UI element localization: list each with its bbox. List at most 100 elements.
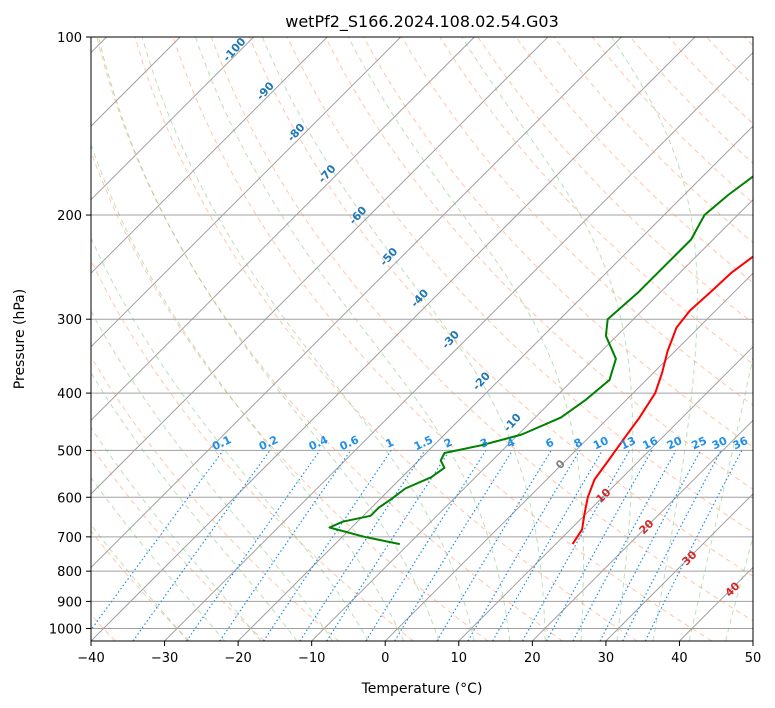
dry-adiabat-line: [96, 37, 563, 641]
isotherm-line: [91, 37, 328, 274]
x-tick-label: 50: [745, 651, 762, 666]
dry-adiabat-line: [477, 37, 753, 324]
dry-adiabat-line: [706, 37, 753, 86]
moist-adiabat-line: [91, 143, 405, 641]
isotherm-line: [91, 37, 255, 201]
x-tick-label: −20: [224, 651, 251, 666]
isotherm-line: [752, 640, 753, 641]
dry-adiabat-label: -60: [346, 203, 369, 227]
isotherm-line: [237, 125, 753, 641]
moist-adiabat-line: [91, 236, 369, 641]
moist-adiabat-line: [91, 476, 225, 641]
mixing-ratio-label: 4: [505, 436, 518, 451]
mixing-ratio-label: 13: [618, 434, 637, 452]
dry-adiabat-label: -100: [220, 35, 248, 64]
temperature-profile-line: [571, 255, 753, 545]
moist-adiabat-label: 0: [553, 457, 568, 472]
mixing-ratio-line: [132, 450, 271, 641]
dry-adiabat-label: -30: [439, 328, 462, 352]
x-axis-label: Temperature (°C): [361, 681, 483, 697]
x-tick-label: 30: [598, 651, 615, 666]
mixing-ratio-line: [263, 450, 392, 641]
x-tick-label: 40: [671, 651, 688, 666]
mixing-ratio-label: 30: [710, 434, 730, 452]
mixing-ratio-line: [546, 450, 653, 641]
mixing-ratio-line: [599, 450, 702, 641]
mixing-ratio-line: [521, 450, 631, 641]
isotherm-line: [164, 51, 753, 641]
moist-adiabat-line: [725, 535, 753, 641]
profile-layer: [328, 175, 753, 546]
isotherm-line: [384, 272, 753, 641]
isotherm-line: [91, 37, 622, 569]
dry-adiabat-line: [325, 37, 753, 490]
mixing-ratio-label: 10: [591, 434, 611, 452]
x-tick-label: 0: [381, 651, 389, 666]
dry-adiabat-line: [668, 37, 753, 125]
moist-adiabat-line: [195, 37, 511, 641]
y-tick-label: 800: [57, 565, 82, 580]
mixing-ratio-line: [219, 450, 352, 641]
dry-adiabat-line: [401, 37, 753, 406]
mixing-ratio-layer: [91, 450, 743, 641]
moist-adiabat-line: [91, 426, 262, 641]
mixing-ratio-line: [394, 450, 513, 641]
isotherm-line: [91, 37, 475, 422]
dry-adiabat-line: [134, 37, 638, 641]
y-tick-label: 400: [57, 387, 82, 402]
mixing-ratio-line: [91, 450, 224, 631]
dry-adiabat-line: [363, 37, 753, 448]
moist-adiabat-line: [261, 37, 546, 641]
moist-adiabat-line: [688, 354, 753, 641]
dry-adiabat-label: -90: [254, 79, 277, 103]
isotherm-line: [605, 493, 753, 641]
x-tick-label: 20: [524, 651, 541, 666]
y-axis: 1000 900 800 700 600 500 400 300 200 100: [49, 31, 91, 637]
moist-adiabat-line: [98, 37, 440, 641]
moist-adiabat-line: [347, 37, 584, 641]
dry-adiabat-label: -40: [408, 286, 431, 310]
mixing-ratio-line: [644, 450, 743, 641]
x-tick-label: −40: [77, 651, 104, 666]
dry-adiabat-line: [439, 37, 753, 365]
dry-adiabat-line: [91, 355, 340, 641]
dry-adiabat-line: [629, 37, 753, 165]
mixing-ratio-line: [299, 450, 426, 641]
dry-adiabat-line: [91, 530, 191, 641]
x-tick-label: −30: [151, 651, 178, 666]
dry-adiabat-line: [553, 37, 753, 244]
mixing-ratio-label: 16: [641, 434, 661, 452]
y-tick-label: 300: [57, 313, 82, 328]
y-tick-label: 700: [57, 531, 82, 546]
plot-frame: [90, 36, 754, 642]
dry-adiabat-label: -80: [285, 121, 308, 145]
moist-adiabat-line: [91, 310, 334, 641]
isotherm-line: [311, 198, 753, 641]
mixing-ratio-label: 20: [665, 434, 685, 452]
mixing-ratio-line: [436, 450, 552, 641]
mixing-ratio-line: [186, 450, 321, 641]
moist-adiabat-line: [91, 371, 298, 641]
dry-adiabat-line: [286, 37, 753, 534]
dry-adiabat-label: -10: [501, 411, 524, 435]
mixing-ratio-label: 6: [543, 436, 556, 451]
moist-adiabat-line: [91, 524, 189, 641]
isotherm-line: [458, 346, 753, 641]
y-tick-label: 1000: [49, 622, 82, 637]
dry-adiabat-line: [248, 37, 753, 577]
chart-title: wetPf2_S166.2024.108.02.54.G03: [285, 12, 559, 32]
isotherm-line: [91, 37, 402, 348]
y-axis-label: Pressure (hPa): [12, 289, 28, 389]
dry-adiabat-label: -50: [377, 245, 400, 269]
x-tick-label: −10: [298, 651, 325, 666]
y-tick-label: 600: [57, 491, 82, 506]
isotherm-line: [91, 37, 549, 495]
dry-adiabat-line: [210, 37, 753, 622]
y-tick-label: 200: [57, 209, 82, 224]
dry-adiabat-line: [515, 37, 753, 284]
mixing-ratio-label: 36: [731, 434, 751, 452]
moist-adiabat-line: [141, 37, 475, 641]
dry-adiabat-line: [91, 444, 265, 641]
y-tick-label: 900: [57, 595, 82, 610]
